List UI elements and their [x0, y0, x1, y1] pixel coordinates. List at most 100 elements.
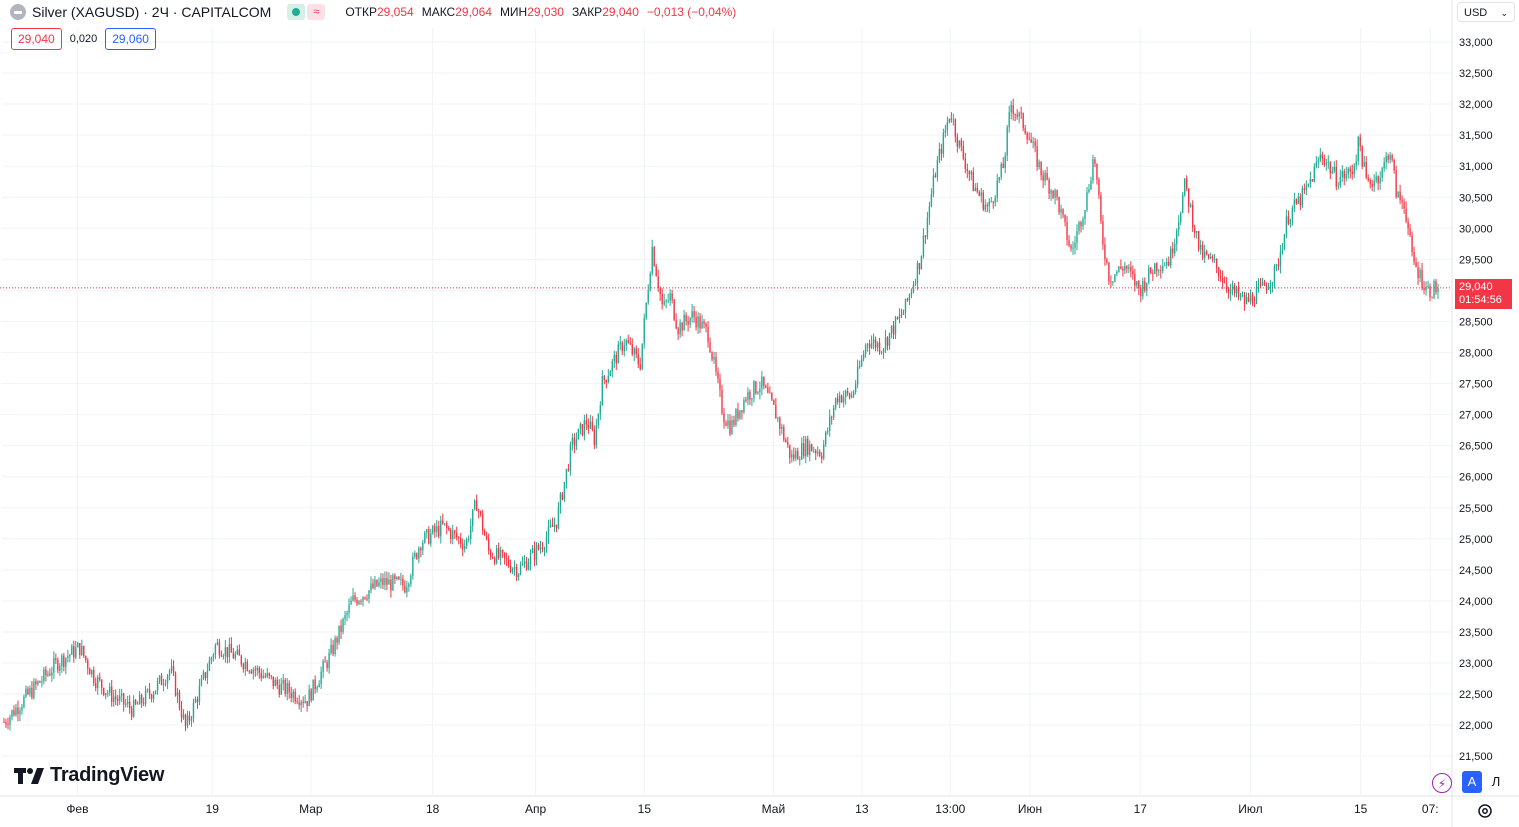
buy-price-button[interactable]: 29,060: [105, 28, 156, 50]
candle-body: [956, 136, 959, 147]
currency-select[interactable]: USD ⌄: [1457, 2, 1515, 22]
candle-body: [890, 325, 893, 333]
candle-body: [248, 670, 251, 672]
candle-body: [870, 342, 873, 348]
y-tick-label: 31,000: [1459, 161, 1493, 173]
candle-body: [85, 655, 87, 661]
candle-body: [471, 509, 474, 526]
candle-body: [623, 345, 625, 352]
candle-body: [1251, 294, 1254, 304]
change-value: −0,013 (−0,04%): [646, 5, 737, 19]
candle-body: [1209, 256, 1212, 259]
candle-body: [815, 450, 817, 454]
candle-body: [1098, 179, 1100, 196]
candle-body: [761, 376, 763, 389]
candle-body: [635, 348, 637, 355]
auto-scale-button[interactable]: A: [1462, 771, 1482, 793]
candle-body: [47, 673, 49, 676]
candle-body: [1130, 267, 1132, 272]
log-scale-button[interactable]: Л: [1491, 774, 1501, 789]
candle-body: [1064, 214, 1066, 222]
candle-body: [1016, 114, 1018, 117]
candle-body: [1211, 256, 1214, 260]
candle-body: [793, 454, 795, 459]
candle-body: [418, 548, 420, 559]
candle-body: [517, 574, 520, 578]
indicator-wave-icon[interactable]: ≈: [307, 4, 326, 20]
candle-body: [1225, 282, 1228, 289]
sell-price-button[interactable]: 29,040: [11, 28, 62, 50]
candle-body: [1168, 261, 1170, 266]
candle-body: [402, 578, 404, 586]
candle-body: [35, 681, 37, 685]
candle-body: [850, 395, 853, 398]
candle-body: [988, 201, 990, 207]
candle-body: [884, 337, 887, 349]
gear-icon[interactable]: [1476, 802, 1494, 820]
candle-body: [559, 493, 562, 507]
candle-body: [1193, 227, 1196, 233]
tradingview-logo[interactable]: TradingView: [14, 764, 164, 787]
lightning-icon[interactable]: ⚡: [1432, 773, 1452, 793]
logo-text: TradingView: [50, 764, 165, 786]
candle-body: [456, 532, 458, 538]
candle-body: [406, 587, 408, 593]
candle-body: [1158, 270, 1160, 272]
y-tick-label: 31,500: [1459, 130, 1493, 142]
y-tick-label: 22,000: [1459, 720, 1493, 732]
candle-body: [378, 582, 380, 587]
x-tick-label: Мар: [299, 802, 323, 816]
candle-body: [1114, 274, 1116, 282]
candle-body: [370, 583, 372, 591]
candle-body: [1227, 288, 1230, 294]
y-tick-label: 30,000: [1459, 223, 1493, 235]
candle-body: [1431, 296, 1433, 298]
candle-body: [1403, 201, 1405, 209]
candle-body: [256, 667, 258, 671]
candle-body: [659, 287, 661, 294]
candle-body: [573, 437, 576, 446]
candle-body: [495, 548, 498, 564]
last-price-tag: 29,040 01:54:56: [1455, 278, 1512, 309]
candle-body: [545, 537, 548, 549]
candle-body: [63, 655, 65, 667]
candle-body: [832, 407, 835, 418]
candle-body: [629, 342, 631, 345]
candle-body: [1253, 303, 1256, 305]
candle-body: [1365, 161, 1367, 178]
candle-body: [57, 659, 59, 671]
candle-body: [533, 548, 536, 560]
indicator-badges[interactable]: ≈: [287, 4, 326, 20]
candle-body: [358, 601, 360, 605]
candle-body: [713, 356, 715, 360]
candle-body: [180, 707, 183, 718]
candle-body: [677, 328, 679, 335]
candle-body: [777, 417, 779, 419]
candle-body: [1241, 294, 1244, 296]
candle-body: [639, 364, 641, 369]
symbol-title[interactable]: Silver (XAGUSD) · 2Ч · CAPITALCOM: [32, 4, 272, 20]
candle-body: [218, 642, 221, 656]
candle-body: [611, 360, 614, 372]
candle-body: [1078, 222, 1080, 232]
candle-body: [691, 311, 693, 318]
candle-body: [282, 680, 284, 684]
candle-body: [91, 670, 93, 675]
candle-body: [422, 542, 424, 551]
candle-body: [481, 514, 484, 531]
candle-body: [882, 348, 885, 352]
candle-body: [926, 217, 929, 237]
candle-body: [244, 661, 247, 669]
candle-body: [958, 140, 961, 147]
candle-body: [723, 413, 725, 423]
candle-body: [1164, 265, 1166, 267]
candle-body: [65, 657, 67, 667]
candle-body: [112, 696, 115, 702]
candle-body: [116, 698, 119, 701]
candle-body: [302, 701, 304, 703]
y-tick-label: 33,000: [1459, 37, 1493, 49]
candle-body: [250, 671, 253, 674]
candle-body: [936, 160, 939, 178]
